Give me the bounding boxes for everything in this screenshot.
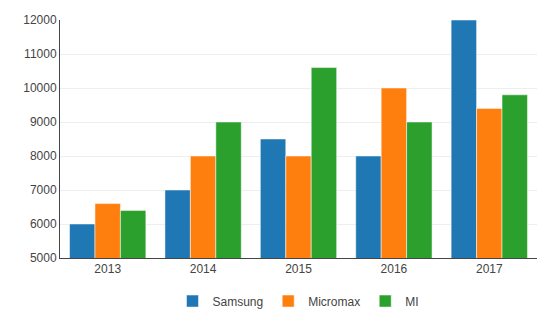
svg-text:2013: 2013	[94, 262, 121, 276]
svg-text:Micromax: Micromax	[308, 295, 360, 309]
svg-text:2017: 2017	[476, 262, 503, 276]
svg-text:2015: 2015	[285, 262, 312, 276]
svg-text:MI: MI	[405, 295, 418, 309]
svg-text:10000: 10000	[23, 81, 57, 95]
svg-text:7000: 7000	[30, 183, 57, 197]
svg-text:2016: 2016	[381, 262, 408, 276]
svg-text:2014: 2014	[190, 262, 217, 276]
svg-text:Samsung: Samsung	[213, 295, 264, 309]
svg-text:9000: 9000	[30, 115, 57, 129]
svg-text:6000: 6000	[30, 217, 57, 231]
svg-text:11000: 11000	[24, 47, 57, 61]
svg-text:12000: 12000	[23, 13, 57, 27]
svg-text:5000: 5000	[30, 251, 57, 265]
svg-text:8000: 8000	[30, 149, 57, 163]
